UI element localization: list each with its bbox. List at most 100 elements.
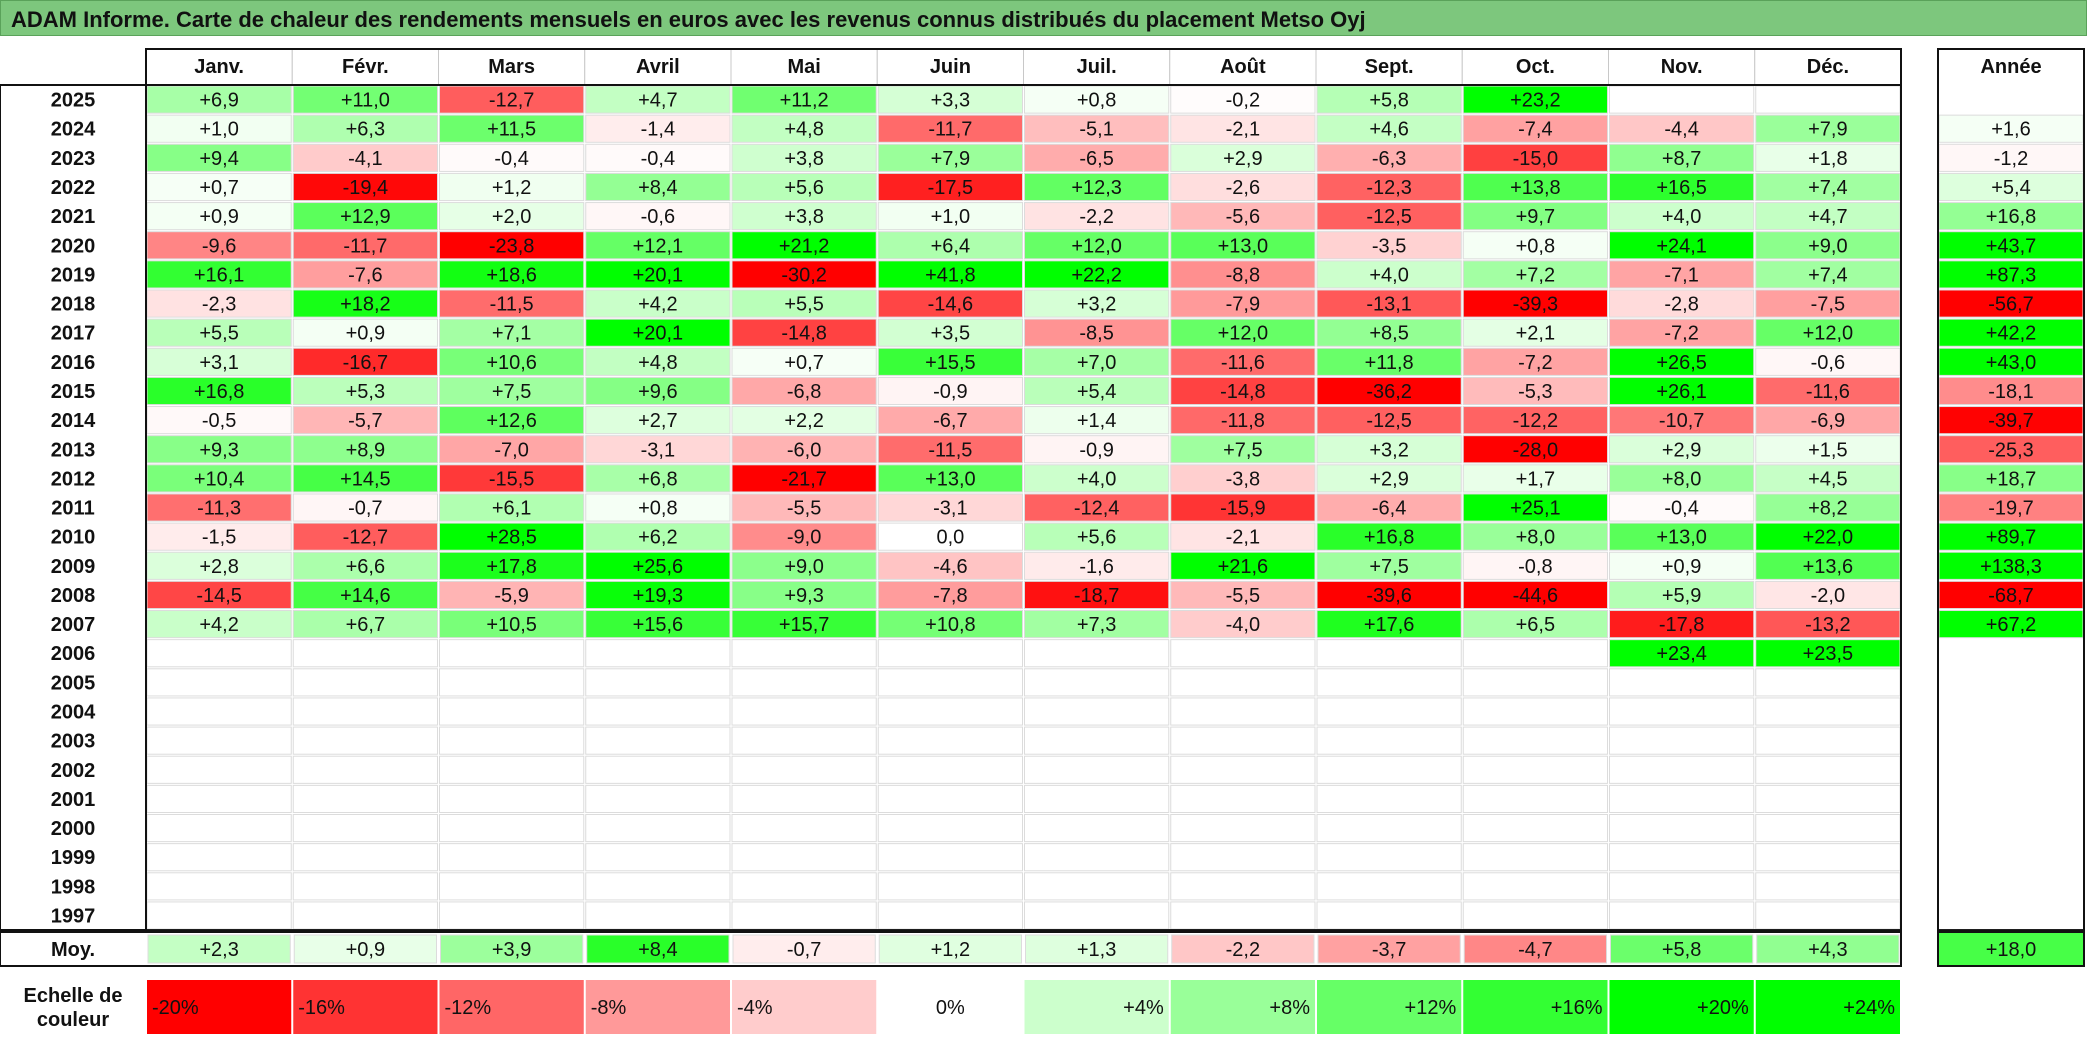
average-cell	[732, 934, 876, 964]
cell-value: +7,9	[931, 148, 970, 170]
heatmap-cell	[877, 202, 1023, 231]
heatmap-cell	[1609, 580, 1755, 610]
cell-value: -8,5	[1079, 323, 1113, 345]
heatmap-cell	[1170, 814, 1316, 843]
cell-value: -17,5	[928, 177, 974, 199]
cell-value: +7,2	[1516, 264, 1555, 286]
heatmap-cell	[1024, 260, 1170, 289]
heatmap-cell	[1462, 755, 1608, 784]
cell-value: +0,7	[199, 177, 238, 199]
heatmap-cell	[1024, 202, 1170, 231]
cell-value: +7,4	[1808, 264, 1847, 286]
cell-value: -12,3	[1366, 177, 1412, 199]
heatmap-cell	[1024, 784, 1170, 813]
cell-value: +0,7	[784, 352, 823, 374]
cell-value: +1,4	[1077, 410, 1116, 432]
annual-value: -18,1	[1988, 381, 2034, 403]
cell-value: -14,6	[928, 294, 974, 316]
cell-value: +5,5	[199, 323, 238, 345]
heatmap-cell	[1024, 551, 1170, 580]
annual-value: -1,2	[1994, 148, 2028, 170]
cell-value: +24,1	[1656, 235, 1707, 257]
column-header: Déc.	[1807, 56, 1849, 78]
cell-value: +3,2	[1077, 294, 1116, 316]
cell-value: +2,1	[1516, 323, 1555, 345]
heatmap-cell	[731, 551, 877, 580]
cell-value: -6,9	[1811, 410, 1845, 432]
heatmap-cell	[292, 726, 438, 755]
annual-value: +1,6	[1991, 119, 2030, 141]
cell-value: +7,4	[1808, 177, 1847, 199]
cell-value: +10,4	[194, 468, 245, 490]
cell-value: -11,5	[928, 439, 972, 461]
heatmap-cell	[1462, 610, 1608, 639]
heatmap-cell	[439, 610, 585, 639]
heatmap-cell	[146, 872, 292, 901]
heatmap-cell	[146, 202, 292, 231]
heatmap-cell	[292, 406, 438, 435]
heatmap-cell	[877, 872, 1023, 901]
color-scale-swatch	[1024, 980, 1169, 1034]
heatmap-cell	[1609, 814, 1755, 843]
heatmap-cell	[1609, 843, 1755, 872]
cell-value: +14,5	[340, 468, 391, 490]
heatmap-cell	[1462, 260, 1608, 289]
cell-value: -15,9	[1220, 498, 1266, 520]
heatmap-cell	[1024, 376, 1170, 406]
cell-value: -7,2	[1518, 352, 1552, 374]
cell-value: -18,7	[1074, 585, 1120, 607]
heatmap-cell	[585, 202, 731, 231]
heatmap-cell	[292, 843, 438, 872]
heatmap-cell	[1609, 406, 1755, 435]
heatmap-cell	[1316, 231, 1462, 260]
cell-value: -7,9	[1226, 294, 1260, 316]
cell-value: -11,5	[490, 294, 534, 316]
cell-value: -2,0	[1811, 585, 1845, 607]
cell-value: +0,9	[1662, 556, 1701, 578]
cell-value: +2,7	[638, 410, 677, 432]
heatmap-cell	[1024, 464, 1170, 493]
heatmap-cell	[1462, 406, 1608, 435]
cell-value: +9,7	[1516, 206, 1555, 228]
color-scale-stop-label: +8%	[1269, 997, 1310, 1019]
cell-value: -7,1	[1664, 264, 1698, 286]
heatmap-cell	[1024, 347, 1170, 376]
cell-value: +4,0	[1369, 264, 1408, 286]
heatmap-cell	[1316, 347, 1462, 376]
heatmap-cell	[1170, 347, 1316, 376]
grid-frame	[145, 48, 1902, 932]
heatmap-cell	[585, 522, 731, 551]
cell-value: -5,5	[1226, 585, 1260, 607]
cell-value: -17,8	[1659, 614, 1705, 636]
heatmap-cell	[146, 522, 292, 551]
heatmap-cell	[731, 202, 877, 231]
cell-value: -6,7	[933, 410, 967, 432]
color-scale-swatch	[878, 980, 1023, 1034]
color-scale-stop-label: +4%	[1123, 997, 1164, 1019]
heatmap-cell	[1316, 580, 1462, 610]
average-cell	[1171, 934, 1315, 964]
column-header: Janv.	[194, 56, 244, 78]
heatmap-cell	[146, 376, 292, 406]
cell-value: -3,8	[1226, 468, 1260, 490]
cell-value: -2,6	[1226, 177, 1260, 199]
heatmap-cell	[292, 435, 438, 464]
heatmap-cell	[146, 814, 292, 843]
heatmap-cell	[146, 610, 292, 639]
heatmap-cell	[439, 202, 585, 231]
cell-value: +13,6	[1803, 556, 1854, 578]
heatmap-cell	[1316, 872, 1462, 901]
heatmap-cell	[1024, 172, 1170, 202]
heatmap-cell	[877, 143, 1023, 172]
cell-value: +4,6	[1369, 119, 1408, 141]
heatmap-cell	[731, 493, 877, 522]
heatmap-cell	[1316, 172, 1462, 202]
heatmap-cell	[877, 697, 1023, 726]
cell-value: -12,5	[1366, 206, 1412, 228]
heatmap-cell	[731, 726, 877, 755]
cell-value: +5,6	[784, 177, 823, 199]
average-value: +5,8	[1662, 939, 1701, 961]
row-year-label: 2004	[51, 702, 96, 724]
heatmap-cell	[292, 580, 438, 610]
heatmap-cell	[1755, 872, 1901, 901]
